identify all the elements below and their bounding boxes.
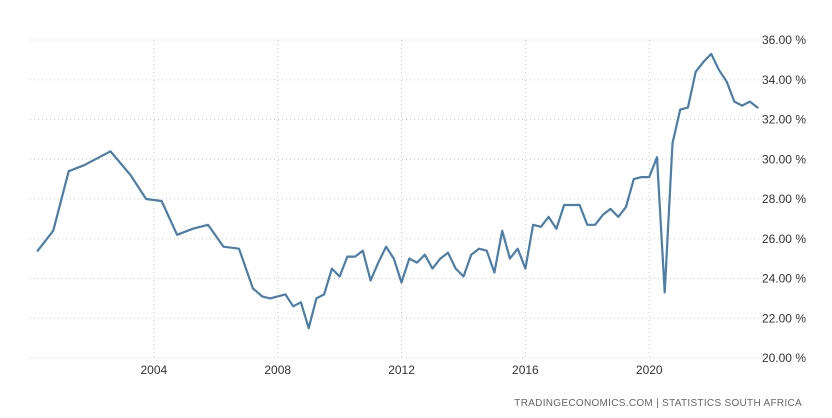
y-tick-label: 36.00 % [762, 33, 806, 47]
grid [30, 39, 790, 359]
x-tick-label: 2008 [264, 363, 291, 377]
y-tick-label: 22.00 % [762, 311, 806, 325]
y-tick-label: 32.00 % [762, 113, 806, 127]
y-tick-label: 28.00 % [762, 192, 806, 206]
series-layer [36, 52, 759, 330]
y-tick-label: 20.00 % [762, 351, 806, 365]
y-tick-label: 26.00 % [762, 232, 806, 246]
x-tick-label: 2012 [388, 363, 415, 377]
x-tick-label: 2020 [636, 363, 663, 377]
y-tick-label: 24.00 % [762, 272, 806, 286]
y-axis-ticks: 20.00 % 22.00 % 24.00 % 26.00 % 28.00 % 30.00… [762, 33, 806, 365]
x-tick-label: 2016 [512, 363, 539, 377]
x-axis-ticks: 2004 2008 2012 2016 2020 [140, 363, 662, 377]
y-tick-label: 34.00 % [762, 73, 806, 87]
source-credit: TRADINGECONOMICS.COM | STATISTICS SOUTH … [514, 398, 802, 409]
series-line [36, 52, 759, 330]
y-tick-label: 30.00 % [762, 152, 806, 166]
x-tick-label: 2004 [140, 363, 167, 377]
